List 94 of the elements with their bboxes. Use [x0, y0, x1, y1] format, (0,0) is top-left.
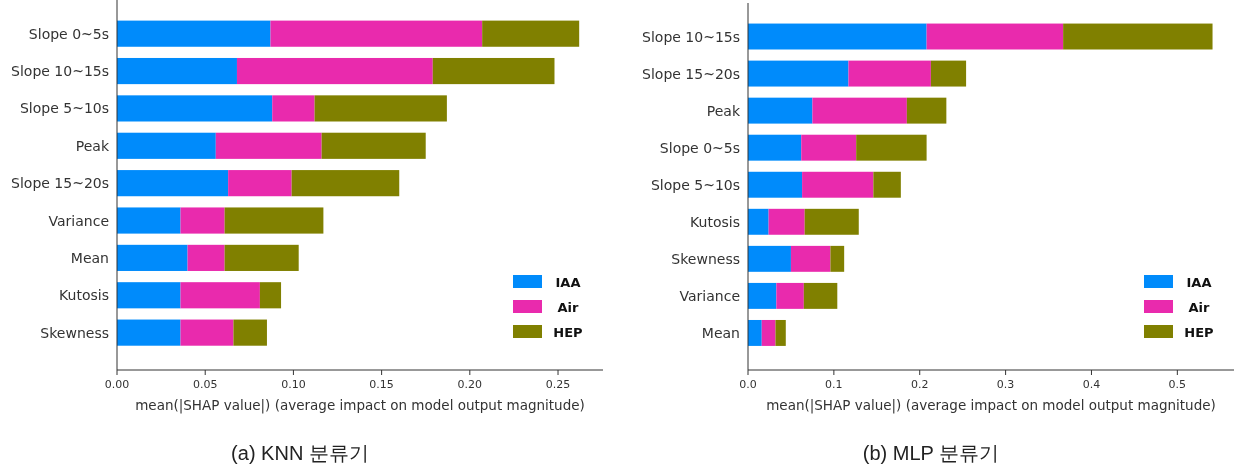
bar [790, 245, 831, 272]
bar [432, 57, 555, 85]
bar [748, 23, 927, 50]
bar [117, 170, 229, 197]
y-tick-label: Mean [70, 249, 109, 266]
y-tick-label: Skewness [671, 250, 740, 267]
bar [117, 244, 188, 271]
bar [748, 319, 762, 346]
bar [761, 319, 776, 346]
y-tick-label: Kutosis [59, 287, 109, 304]
y-tick-label: Kutosis [690, 213, 740, 230]
bar [830, 245, 845, 272]
bar [748, 97, 813, 124]
bar [321, 132, 426, 159]
x-tick-label: 0.20 [457, 378, 483, 391]
y-tick-label: Slope 0~5s [28, 25, 109, 42]
bar [748, 208, 769, 235]
bar [314, 95, 447, 122]
y-tick-label: Slope 5~10s [650, 176, 740, 193]
y-tick-label: Slope 10~15s [11, 63, 109, 80]
bar [236, 57, 433, 85]
y-tick-label: Peak [706, 102, 741, 119]
bar [117, 20, 271, 47]
bar [748, 282, 777, 309]
bar [748, 245, 791, 272]
x-tick-label: 0.5 [1168, 378, 1187, 391]
bar [224, 244, 299, 271]
x-tick-label: 0.10 [281, 378, 306, 391]
legend-label: IAA [1186, 275, 1212, 290]
bar [180, 282, 260, 309]
bar [775, 319, 786, 346]
bar [748, 171, 803, 198]
x-tick-label: 0.3 [996, 378, 1015, 391]
bar [873, 171, 901, 198]
x-tick-label: 0.05 [192, 378, 218, 391]
bar [180, 207, 225, 234]
x-axis-title: mean(|SHAP value|) (average impact on model output magnitude) [135, 397, 585, 414]
bar [848, 60, 931, 87]
bar [1063, 23, 1213, 50]
bar [768, 208, 805, 235]
y-tick-label: Slope 5~10s [19, 100, 109, 117]
x-axis-title: mean(|SHAP value|) (average impact on model output magnitude) [766, 397, 1216, 414]
y-tick-label: Slope 10~15s [642, 28, 740, 45]
y-tick-label: Slope 0~5s [659, 139, 740, 156]
y-tick-label: Slope 15~20s [642, 65, 740, 82]
bar [270, 20, 483, 47]
legend-label: IAA [555, 275, 581, 290]
x-tick-label: 0.1 [825, 378, 843, 391]
legend-label: Air [557, 300, 580, 315]
bar [748, 134, 802, 161]
bar [803, 282, 838, 309]
y-tick-label: Variance [48, 212, 109, 229]
bar [224, 207, 324, 234]
bar [812, 97, 907, 124]
bar [117, 132, 216, 159]
x-tick-label: 0.00 [104, 378, 130, 391]
bar [117, 282, 181, 309]
bar [776, 282, 804, 309]
bar [856, 134, 927, 161]
y-tick-label: Slope 15~20s [11, 175, 109, 192]
x-tick-label: 0.15 [369, 378, 394, 391]
bar [180, 319, 234, 346]
bar [117, 319, 181, 346]
bar [117, 207, 181, 234]
bar [215, 132, 322, 159]
legend-label: HEP [1184, 325, 1214, 340]
legend-label: Air [1188, 300, 1211, 315]
bar [748, 60, 849, 87]
y-tick-label: Peak [75, 137, 110, 154]
bar [233, 319, 267, 346]
bar [117, 57, 237, 85]
bar [482, 20, 580, 47]
bar [187, 244, 225, 271]
bar [259, 282, 282, 309]
x-tick-label: 0.2 [910, 378, 929, 391]
bar [802, 171, 874, 198]
bar [291, 170, 400, 197]
text: (a) KNN 분류기 [231, 442, 369, 464]
y-tick-label: Variance [679, 287, 740, 304]
x-tick-label: 0.0 [739, 378, 757, 391]
bar [804, 208, 859, 235]
bar [801, 134, 857, 161]
text: (b) MLP 분류기 [862, 442, 1000, 464]
legend-label: HEP [553, 325, 583, 340]
y-tick-label: Skewness [40, 324, 109, 341]
bar [930, 60, 967, 87]
bar [926, 23, 1064, 50]
bar [906, 97, 947, 124]
y-tick-label: Mean [701, 324, 740, 341]
bar [228, 170, 292, 197]
bar [117, 95, 273, 122]
x-tick-label: 0.25 [545, 378, 571, 391]
bar [272, 95, 315, 122]
x-tick-label: 0.4 [1082, 378, 1101, 391]
